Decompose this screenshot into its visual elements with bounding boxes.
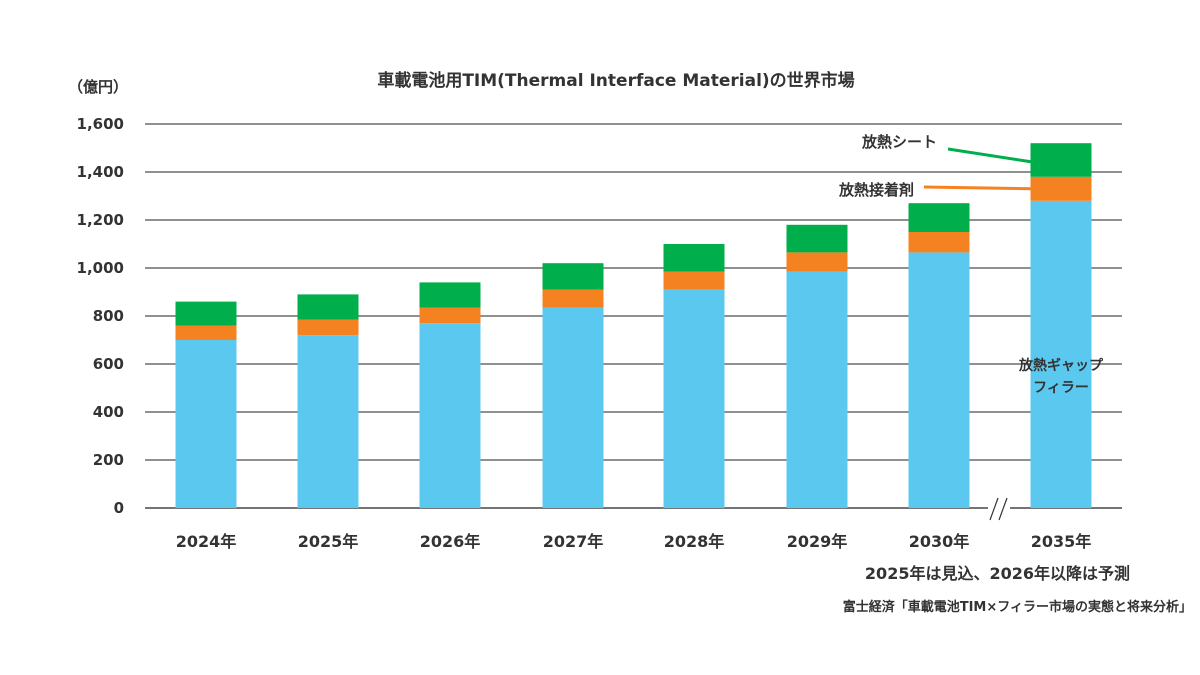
axis-break-slash-2 — [998, 497, 1008, 521]
bar-adhesive-6 — [908, 232, 970, 253]
bar-sheet-3 — [542, 263, 604, 290]
bar-sheet-2 — [419, 282, 481, 308]
y-tick-label: 400 — [93, 403, 124, 421]
y-axis-unit-label: （億円） — [68, 78, 128, 96]
x-category-label: 2030年 — [909, 532, 970, 551]
series-label-sheet: 放熱シート — [861, 133, 937, 151]
bar-sheet-6 — [908, 203, 970, 232]
x-axis-category-labels: 2024年 2025年 2026年 2027年 2028年 2029年 2030年 2035年 — [176, 532, 1092, 551]
gridlines — [145, 123, 1122, 509]
callout-line-adhesive — [923, 185, 1033, 191]
bars — [175, 143, 1092, 509]
series-label-gap-filler-line-2: フィラー — [1033, 380, 1089, 396]
x-category-label: 2035年 — [1031, 532, 1092, 551]
chart-title: 車載電池用TIM(Thermal Interface Material)の世界市… — [377, 70, 854, 91]
series-label-gap-filler-line-1: 放熱ギャップ — [1018, 357, 1104, 374]
callout-line-sheet — [947, 147, 1033, 164]
bar-sheet-7 — [1030, 143, 1092, 177]
axis-break-slash-1 — [989, 497, 999, 521]
y-tick-label: 600 — [93, 355, 124, 373]
y-tick-label: 1,400 — [77, 163, 124, 181]
y-tick-label: 800 — [93, 307, 124, 325]
forecast-note: 2025年は見込、2026年以降は予測 — [865, 564, 1130, 583]
y-axis-tick-labels: 0 200 400 600 800 1,000 1,200 1,400 1,600 — [77, 115, 124, 517]
axis-break-gap — [988, 498, 1010, 518]
x-category-label: 2027年 — [543, 532, 604, 551]
y-tick-label: 1,600 — [77, 115, 124, 133]
axis-break-mark — [988, 497, 1010, 521]
x-category-label: 2028年 — [664, 532, 725, 551]
bar-sheet-5 — [786, 224, 848, 253]
bar-adhesive-4 — [663, 271, 725, 290]
bar-sheet-0 — [175, 301, 237, 326]
x-category-label: 2026年 — [420, 532, 481, 551]
bar-adhesive-5 — [786, 252, 848, 272]
bar-adhesive-7 — [1030, 176, 1092, 201]
x-category-label: 2024年 — [176, 532, 237, 551]
x-category-label: 2025年 — [298, 532, 359, 551]
source-note: 富士経済「車載電池TIM×フィラー市場の実態と将来分析」 — [843, 599, 1192, 615]
bar-gap-filler-4 — [663, 289, 725, 508]
bar-gap-filler-0 — [175, 340, 237, 508]
y-tick-label: 200 — [93, 451, 124, 469]
bar-adhesive-2 — [419, 307, 481, 324]
bar-adhesive-1 — [297, 319, 359, 336]
bar-gap-filler-1 — [297, 335, 359, 508]
x-category-label: 2029年 — [787, 532, 848, 551]
y-tick-label: 1,200 — [77, 211, 124, 229]
bar-sheet-1 — [297, 294, 359, 320]
bar-gap-filler-2 — [419, 323, 481, 508]
bar-gap-filler-5 — [786, 271, 848, 508]
y-tick-label: 1,000 — [77, 259, 124, 277]
bar-gap-filler-3 — [542, 307, 604, 508]
series-label-adhesive: 放熱接着剤 — [838, 181, 914, 199]
bar-adhesive-0 — [175, 325, 237, 340]
bar-sheet-4 — [663, 244, 725, 272]
y-tick-label: 0 — [114, 499, 124, 517]
bar-adhesive-3 — [542, 289, 604, 308]
bar-gap-filler-7 — [1030, 200, 1092, 509]
bar-gap-filler-6 — [908, 252, 970, 508]
